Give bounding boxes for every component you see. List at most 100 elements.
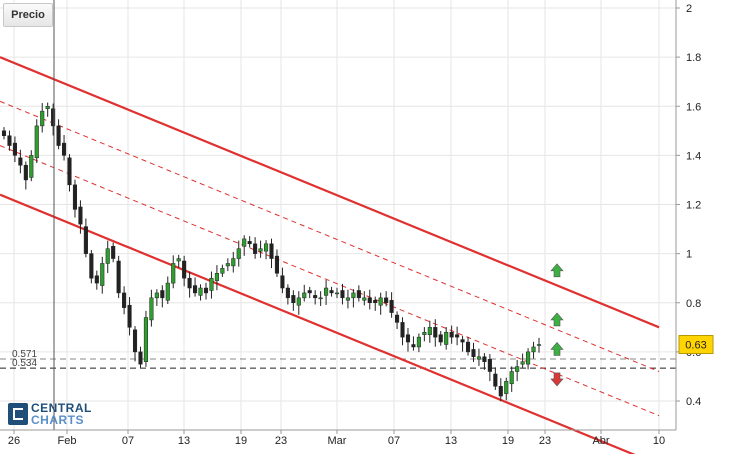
candle-body: [247, 241, 252, 245]
logo-text: CENTRAL CHARTS: [31, 401, 92, 427]
x-tick-label: 23: [275, 435, 287, 447]
candle-body: [18, 157, 23, 166]
level-label: 0.534: [12, 358, 37, 369]
candle-body: [307, 290, 312, 294]
candle-body: [291, 295, 296, 304]
price-badge-bg: [678, 335, 714, 355]
candle-body: [23, 164, 28, 181]
candle-body: [220, 268, 225, 274]
y-tick-label: 0.8: [686, 298, 701, 310]
candle-body: [263, 243, 269, 252]
candle-body: [62, 142, 67, 156]
candle-body: [433, 327, 438, 338]
candle-body: [367, 297, 372, 303]
signal-arrow-down: [550, 372, 564, 387]
level-label: 0.571: [12, 349, 37, 360]
candle-body: [203, 287, 209, 294]
candle-body: [94, 275, 99, 284]
legend-precio[interactable]: Precio: [3, 3, 53, 27]
x-tick-label: 23: [539, 435, 551, 447]
candle-body: [460, 339, 465, 343]
candle-body: [356, 290, 361, 299]
x-tick-label: Feb: [58, 435, 77, 447]
candles: [1, 102, 542, 402]
channel-line-solid: [0, 193, 636, 454]
candle-body: [242, 238, 247, 247]
y-tick-label: 1: [686, 249, 692, 261]
y-tick-label: 1.8: [686, 52, 701, 64]
candle-body: [193, 285, 198, 294]
candle-body: [83, 226, 88, 254]
candle-body: [411, 344, 416, 348]
candle-body: [29, 155, 34, 178]
candle-body: [165, 282, 170, 301]
candle-body: [302, 292, 307, 299]
y-tick-label: 1.4: [686, 150, 701, 162]
candle-body: [280, 275, 285, 289]
channel-line-dashed: [0, 145, 660, 417]
candle-body: [127, 304, 132, 328]
candle-body: [422, 331, 427, 335]
x-tick-label: Abr: [592, 435, 609, 447]
channel-lines: [0, 56, 660, 454]
candle-body: [482, 356, 487, 362]
x-tick-label: 07: [122, 435, 134, 447]
candle-body: [209, 277, 214, 291]
candle-body: [258, 248, 263, 252]
candle-body: [89, 253, 94, 279]
x-tick-label: 26: [8, 435, 20, 447]
signal-arrow-up: [550, 341, 564, 356]
candle-body: [274, 255, 280, 274]
y-tick-label: 1.6: [686, 101, 701, 113]
candle-body: [34, 125, 39, 159]
candle-body: [296, 297, 301, 306]
signal-arrow-up: [550, 312, 564, 327]
x-tick-label: Mar: [328, 435, 347, 447]
candle-body: [122, 292, 127, 308]
grid: [0, 0, 676, 430]
price-badge-label: 0.63: [685, 340, 706, 352]
candle-body: [12, 142, 17, 156]
x-tick-label: 10: [653, 435, 665, 447]
current-price-badge: 0.63: [678, 335, 714, 355]
candle-body: [78, 206, 83, 225]
candle-body: [138, 351, 143, 365]
candle-body: [269, 243, 274, 259]
centralcharts-logo: CENTRAL CHARTS: [8, 402, 92, 426]
candle-body: [149, 297, 154, 321]
candle-body: [236, 248, 241, 259]
x-tick-label: 13: [445, 435, 457, 447]
candle-body: [509, 371, 514, 385]
candle-body: [45, 106, 50, 109]
candle-body: [1, 130, 7, 136]
logo-icon: [8, 403, 28, 425]
plot-background: [0, 0, 676, 430]
candle-body: [405, 334, 411, 343]
candle-body: [345, 297, 350, 301]
candle-body: [498, 386, 503, 397]
candle-body: [67, 157, 72, 186]
candle-body: [471, 349, 476, 358]
y-tick-label: 1.2: [686, 200, 701, 212]
candle-body: [389, 300, 394, 313]
candle-body: [160, 290, 165, 299]
x-tick-label: 19: [502, 435, 514, 447]
candle-body: [72, 184, 78, 210]
candle-body: [373, 300, 378, 304]
candle-body: [455, 334, 460, 338]
x-tick-label: 19: [235, 435, 247, 447]
candle-body: [225, 263, 230, 267]
candle-body: [285, 287, 290, 299]
candle-body: [143, 317, 148, 362]
channel-line-solid: [0, 56, 660, 329]
y-tick-label: 0.4: [686, 396, 701, 408]
candle-body: [476, 356, 481, 360]
candle-body: [438, 334, 443, 343]
candle-body: [56, 125, 61, 146]
candle-body: [384, 297, 389, 303]
candle-body: [171, 263, 176, 284]
candle-body: [340, 290, 345, 299]
candle-body: [7, 135, 12, 146]
x-tick-label: 07: [388, 435, 400, 447]
